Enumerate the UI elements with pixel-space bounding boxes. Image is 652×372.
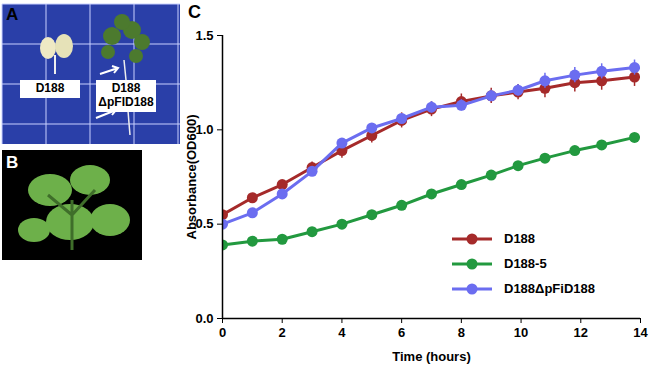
- svg-text:12: 12: [574, 325, 588, 340]
- html-text:D188-5: D188-5: [504, 256, 547, 271]
- html-text:C: C: [188, 2, 201, 22]
- svg-text:Time (hours): Time (hours): [392, 349, 471, 364]
- svg-text:D188ΔpFID188: D188ΔpFID188: [98, 81, 154, 109]
- svg-text:8: 8: [458, 325, 465, 340]
- svg-text:14: 14: [633, 325, 648, 340]
- svg-text:10: 10: [514, 325, 528, 340]
- html-text:D188ΔpFiD188: D188ΔpFiD188: [504, 281, 595, 296]
- svg-text:A: A: [6, 5, 18, 24]
- html-text:D188: D188: [504, 231, 536, 246]
- svg-text:Absorbance(OD600): Absorbance(OD600): [184, 115, 199, 240]
- svg-text:4: 4: [338, 325, 346, 340]
- svg-text:0: 0: [219, 325, 226, 340]
- svg-text:0.0: 0.0: [195, 311, 213, 326]
- svg-text:1.0: 1.0: [195, 122, 214, 137]
- svg-text:2: 2: [279, 325, 286, 340]
- svg-text:B: B: [6, 153, 18, 172]
- svg-text:6: 6: [398, 325, 405, 340]
- svg-text:1.5: 1.5: [195, 28, 213, 43]
- svg-text:0.5: 0.5: [195, 216, 214, 232]
- svg-text:D188: D188: [36, 81, 65, 95]
